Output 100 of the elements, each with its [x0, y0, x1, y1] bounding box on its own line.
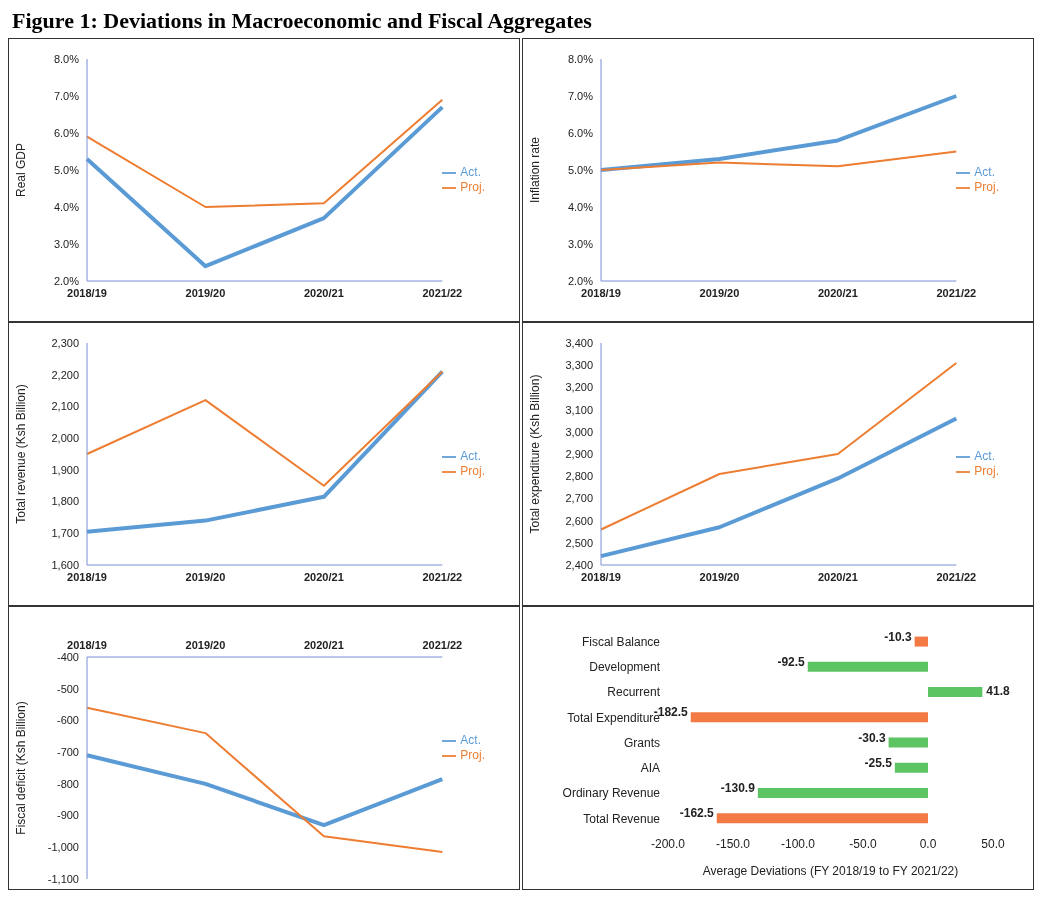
y-axis-title: Real GDP	[14, 142, 29, 198]
line-series	[85, 369, 445, 534]
y-tick-label: 2,600	[565, 514, 593, 527]
x-tick-label: 2018/19	[67, 570, 107, 583]
legend-label: Act.	[460, 449, 481, 464]
line-series	[600, 150, 958, 171]
y-tick-label: 2.0%	[53, 274, 80, 287]
y-tick-label: 3.0%	[53, 237, 80, 250]
x-tick-label: 2019/20	[185, 639, 226, 651]
y-tick-label: 2,500	[565, 536, 593, 549]
x-tick-label: 2020/21	[817, 570, 858, 583]
x-tick-label: -150.0	[715, 836, 751, 851]
y-tick-label: 2,100	[51, 400, 79, 413]
y-tick-label: 2,200	[51, 368, 79, 381]
y-tick-label: 2,400	[565, 558, 593, 571]
y-tick-label: Ordinary Revenue	[562, 786, 661, 801]
y-tick-label: 2.0%	[567, 274, 594, 287]
y-tick-label: 8.0%	[567, 52, 594, 65]
x-tick-label: 2020/21	[303, 570, 344, 583]
x-tick-label: 2019/20	[185, 286, 226, 299]
y-tick-label: 4.0%	[53, 200, 80, 213]
x-tick-label: 2021/22	[422, 639, 463, 651]
y-tick-label: -500	[56, 682, 79, 695]
legend-label: Act.	[460, 165, 481, 180]
x-tick-label: -100.0	[780, 836, 816, 851]
y-tick-label: -1,100	[47, 872, 79, 885]
y-axis-title: Inflation rate	[528, 136, 543, 204]
y-tick-label: 2,900	[565, 447, 593, 460]
y-tick-label: 1,800	[51, 495, 79, 508]
line-series	[599, 416, 959, 559]
line-series	[599, 94, 959, 172]
line-series	[86, 98, 444, 208]
y-tick-label: 3.0%	[567, 237, 594, 250]
x-axis-title: Average Deviations (FY 2018/19 to FY 2021/22)	[702, 864, 959, 878]
y-tick-label: 2,000	[51, 432, 79, 445]
data-label: 41.8	[986, 684, 1011, 699]
y-tick-label: -700	[56, 746, 79, 759]
line-series	[85, 753, 445, 828]
x-tick-label: 2019/20	[699, 286, 740, 299]
x-tick-label: 2021/22	[422, 570, 463, 583]
data-label: -30.3	[858, 730, 886, 745]
legend-label: Act.	[974, 449, 995, 464]
line-series	[86, 370, 444, 487]
y-tick-label: 5.0%	[567, 163, 594, 176]
x-tick-label: 50.0	[981, 836, 1005, 851]
x-tick-label: 2019/20	[185, 570, 226, 583]
y-tick-label: 2,800	[565, 470, 593, 483]
x-tick-label: 2018/19	[581, 570, 621, 583]
y-tick-label: 1,700	[51, 527, 79, 540]
x-tick-label: 2020/21	[303, 286, 344, 299]
data-label: -10.3	[884, 629, 912, 644]
x-tick-label: 2019/20	[699, 570, 740, 583]
line-series	[600, 361, 958, 531]
y-tick-label: 7.0%	[567, 89, 594, 102]
legend-label: Act.	[974, 165, 995, 180]
y-tick-label: 3,000	[565, 425, 593, 438]
y-tick-label: 1,900	[51, 463, 79, 476]
y-tick-label: -800	[56, 777, 79, 790]
x-tick-label: 0.0	[919, 836, 937, 851]
y-axis-title: Total expenditure (Ksh Billion)	[528, 374, 543, 534]
x-tick-label: 2021/22	[422, 286, 463, 299]
y-tick-label: 8.0%	[53, 52, 80, 65]
x-tick-label: 2018/19	[67, 286, 107, 299]
y-tick-label: -600	[56, 714, 79, 727]
x-tick-label: 2021/22	[936, 286, 977, 299]
legend-label: Proj.	[460, 464, 485, 478]
y-tick-label: 7.0%	[53, 89, 80, 102]
x-tick-label: -200.0	[650, 836, 686, 851]
y-tick-label: 3,300	[565, 359, 593, 372]
y-tick-label: Fiscal Balance	[581, 634, 661, 649]
y-tick-label: Recurrent	[607, 685, 661, 700]
y-tick-label: Grants	[623, 735, 660, 750]
data-label: -162.5	[679, 806, 715, 821]
legend-label: Act.	[460, 733, 481, 748]
y-axis-title: Fiscal deficit (Ksh Billion)	[14, 701, 29, 835]
chart-title: Figure 1: Deviations in Macroeconomic and Fiscal Aggregates	[12, 8, 593, 34]
y-tick-label: 3,200	[565, 381, 593, 394]
x-tick-label: -50.0	[849, 836, 877, 851]
data-label: -130.9	[720, 781, 756, 796]
y-tick-label: Development	[589, 660, 661, 675]
y-tick-label: 6.0%	[53, 126, 80, 139]
y-tick-label: -400	[56, 650, 79, 663]
y-tick-label: 2,700	[565, 492, 593, 505]
data-label: -92.5	[777, 655, 806, 669]
y-tick-label: 1,600	[51, 558, 79, 571]
legend-label: Proj.	[460, 180, 485, 194]
y-tick-label: AIA	[640, 761, 660, 776]
legend-label: Proj.	[974, 180, 999, 194]
x-tick-label: 2020/21	[817, 286, 858, 299]
line-series	[86, 706, 444, 854]
y-tick-label: 5.0%	[53, 163, 80, 176]
legend-label: Proj.	[460, 748, 485, 762]
legend-label: Proj.	[974, 464, 999, 478]
y-tick-label: -900	[56, 809, 79, 822]
data-label: -25.5	[864, 756, 893, 770]
x-tick-label: 2021/22	[936, 570, 977, 583]
x-tick-label: 2020/21	[303, 639, 344, 651]
y-tick-label: 2,300	[51, 336, 79, 349]
y-tick-label: 3,400	[565, 336, 593, 349]
y-axis-title: Total revenue (Ksh Billion)	[14, 384, 29, 524]
